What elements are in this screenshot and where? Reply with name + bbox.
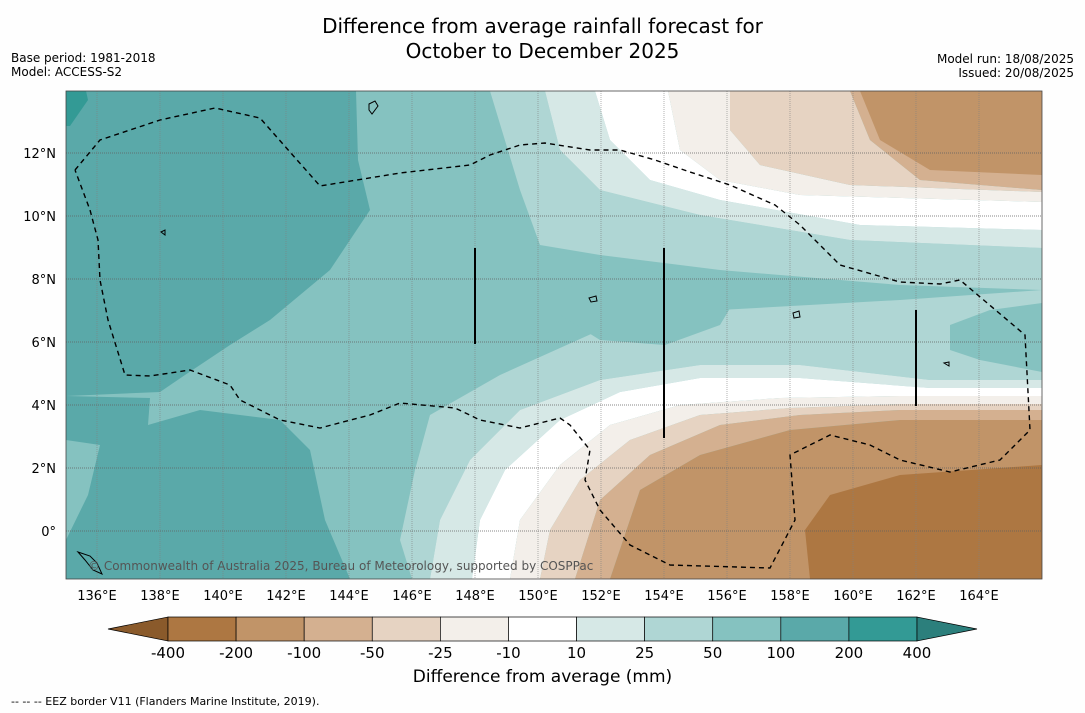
lon-label: 146°E (392, 589, 432, 604)
lat-label: 10°N (23, 210, 56, 225)
contour-100-200-west (66, 91, 370, 396)
contour-minus50-minus100-south (575, 410, 1042, 579)
contour-neutral-north (595, 91, 1042, 230)
colorbar-extend-high (916, 616, 978, 642)
colorbar-extend-low (107, 616, 169, 642)
colorbar-swatch (848, 616, 918, 642)
colorbar-swatch (371, 616, 441, 642)
colorbar (107, 616, 978, 642)
colorbar-swatch (712, 616, 782, 642)
colorbar-tick-label: -10 (496, 644, 521, 662)
colorbar-swatch (235, 616, 305, 642)
lat-label: 4°N (32, 399, 57, 414)
colorbar-swatch (508, 616, 577, 642)
contour-10-25-north (545, 91, 1042, 248)
run-info: Model run: 18/08/2025 Issued: 20/08/2025 (937, 52, 1074, 80)
contour-25-50-south (400, 290, 1042, 579)
contour-100-200-southwest (66, 396, 350, 579)
colorbar-swatch (167, 616, 237, 642)
lon-label: 148°E (455, 589, 495, 604)
latitude-axis-labels: 12°N 10°N 8°N 6°N 4°N 2°N 0° (23, 147, 56, 540)
colorbar-swatch (576, 616, 645, 642)
longitude-axis-labels: 136°E 138°E 140°E 142°E 144°E 146°E 148°… (77, 589, 999, 604)
region-divider-lines (474, 248, 917, 438)
colorbar-tick-label: 10 (567, 644, 586, 662)
contour-minus25-minus50-south (540, 404, 1042, 579)
colorbar-tick-label: 100 (766, 644, 795, 662)
colorbar-tick-label: -400 (151, 644, 185, 662)
title-line-1: Difference from average rainfall forecas… (322, 14, 763, 38)
lat-label: 8°N (32, 273, 57, 288)
colorbar-swatch (780, 616, 850, 642)
contour-200-400 (66, 91, 88, 126)
lon-label: 152°E (581, 589, 621, 604)
colorbar-tick-label: -50 (360, 644, 385, 662)
eez-borders (74, 107, 1031, 569)
lon-label: 160°E (833, 589, 873, 604)
lat-label: 12°N (23, 147, 56, 162)
lon-label: 144°E (329, 589, 369, 604)
chart-title: Difference from average rainfall forecas… (0, 14, 1085, 64)
colorbar-swatch (440, 616, 509, 642)
latitude-gridlines (66, 152, 1042, 532)
copyright-notice: © Commonwealth of Australia 2025, Bureau… (88, 559, 593, 573)
contour-minus200-minus400 (805, 465, 1042, 579)
colorbar-tick-label: -25 (428, 644, 453, 662)
colorbar-tick-label: 200 (835, 644, 864, 662)
base-period: Base period: 1981-2018 (11, 51, 156, 65)
lon-label: 156°E (707, 589, 747, 604)
model-name: Model: ACCESS-S2 (11, 65, 123, 79)
lat-label: 2°N (32, 462, 57, 477)
model-info: Base period: 1981-2018 Model: ACCESS-S2 (11, 51, 156, 79)
lon-label: 136°E (77, 589, 117, 604)
colorbar-swatch (644, 616, 714, 642)
contour-minus25-minus50-north (730, 91, 1042, 192)
lon-label: 154°E (644, 589, 684, 604)
contour-25-50-north (490, 91, 1042, 290)
map-frame (65, 90, 1043, 580)
eez-legend-note: -- -- -- EEZ border V11 (Flanders Marine… (11, 695, 320, 708)
longitude-gridlines (96, 91, 980, 579)
lon-label: 142°E (266, 589, 306, 604)
island-coastlines (76, 100, 950, 575)
colorbar-swatch (303, 616, 373, 642)
lon-label: 162°E (896, 589, 936, 604)
colorbar-title: Difference from average (mm) (412, 667, 673, 687)
lat-label: 0° (41, 525, 56, 540)
issued-date: Issued: 20/08/2025 (958, 66, 1074, 80)
colorbar-tick-label: 400 (903, 644, 932, 662)
contour-50-100-centre (560, 268, 735, 345)
title-line-2: October to December 2025 (405, 39, 680, 63)
lon-label: 158°E (770, 589, 810, 604)
lon-label: 150°E (518, 589, 558, 604)
colorbar-tick-label: 50 (703, 644, 722, 662)
contour-minus10-minus25-north (668, 91, 1042, 202)
contour-minus100-minus200-north (860, 91, 1042, 175)
contour-10-25-south (430, 365, 1042, 579)
colorbar-tick-label: -100 (287, 644, 321, 662)
lon-label: 138°E (140, 589, 180, 604)
model-run-date: Model run: 18/08/2025 (936, 52, 1074, 66)
lon-label: 140°E (203, 589, 243, 604)
lon-label: 164°E (959, 589, 999, 604)
rainfall-contours (66, 91, 1042, 579)
colorbar-ticks: -400 -200 -100 -50 -25 -10 10 25 50 100 200 400 (151, 644, 931, 662)
contour-50-100-east (950, 303, 1042, 372)
colorbar-tick-label: 25 (635, 644, 654, 662)
colorbar-tick-label: -200 (219, 644, 253, 662)
lat-label: 6°N (32, 336, 57, 351)
